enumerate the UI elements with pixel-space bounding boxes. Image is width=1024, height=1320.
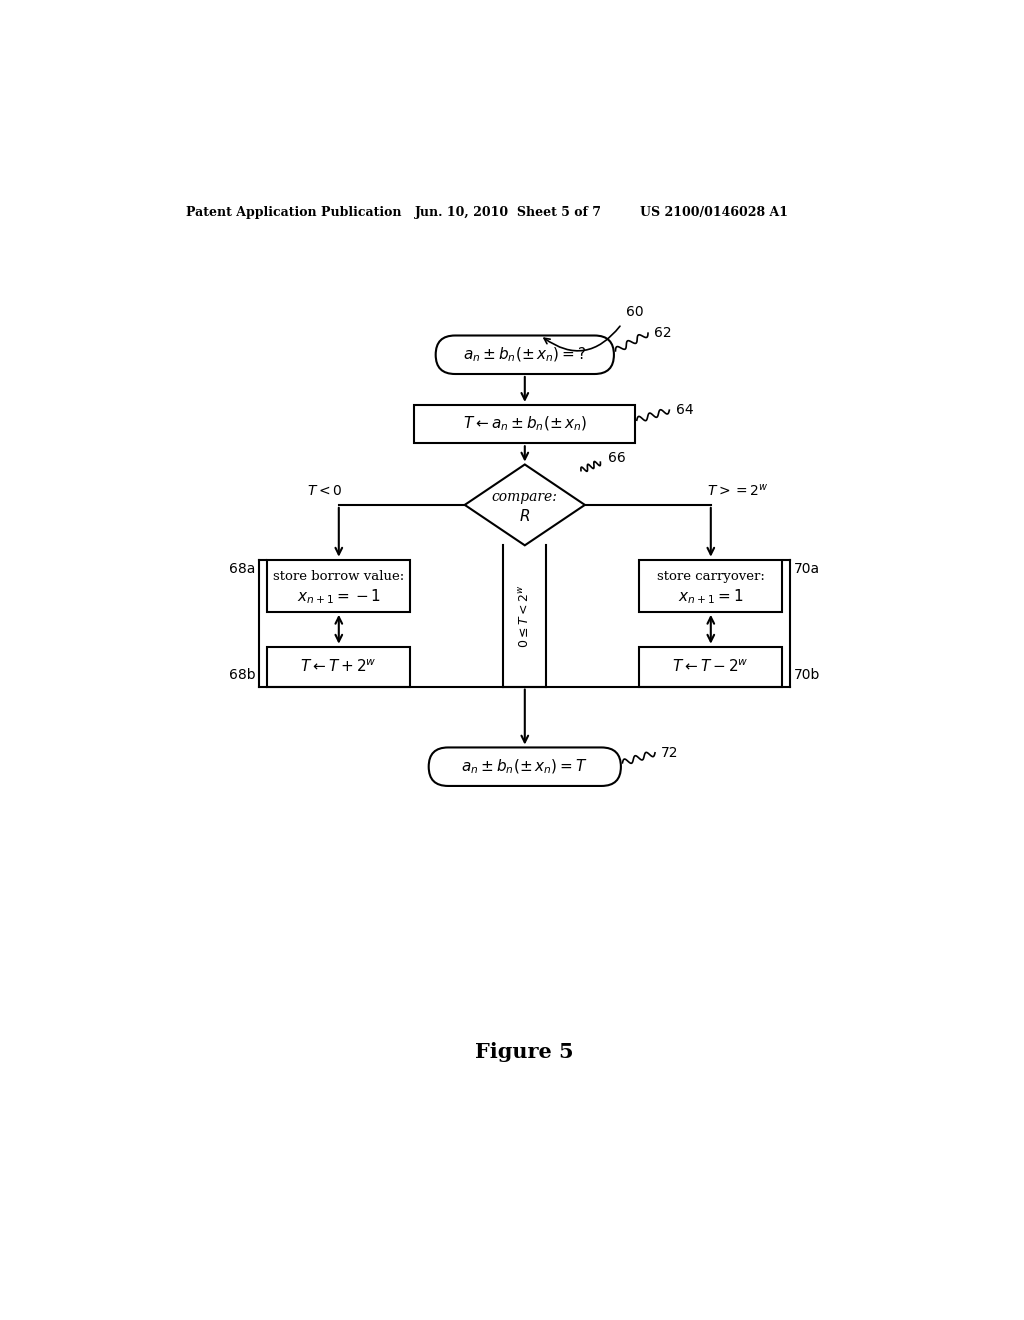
Text: 62: 62 bbox=[654, 326, 672, 341]
Text: Jun. 10, 2010  Sheet 5 of 7: Jun. 10, 2010 Sheet 5 of 7 bbox=[415, 206, 602, 219]
Text: store carryover:: store carryover: bbox=[656, 570, 765, 583]
Bar bbox=[639, 560, 782, 612]
Text: 64: 64 bbox=[676, 403, 693, 417]
Text: $a_n \pm b_n(\pm\, x_n) = ?$: $a_n \pm b_n(\pm\, x_n) = ?$ bbox=[463, 346, 587, 364]
Text: $T >= 2^w$: $T >= 2^w$ bbox=[707, 483, 768, 499]
FancyBboxPatch shape bbox=[429, 747, 621, 785]
Polygon shape bbox=[465, 465, 585, 545]
Text: 66: 66 bbox=[608, 451, 626, 466]
Text: $R$: $R$ bbox=[519, 508, 530, 524]
Text: $T \leftarrow T+2^w$: $T \leftarrow T+2^w$ bbox=[300, 659, 377, 675]
Text: 68a: 68a bbox=[229, 562, 255, 576]
Bar bbox=[267, 647, 411, 686]
Text: Patent Application Publication: Patent Application Publication bbox=[186, 206, 401, 219]
Text: 70b: 70b bbox=[795, 668, 820, 682]
Text: 60: 60 bbox=[626, 305, 643, 319]
Text: $a_n \pm b_n(\pm\, x_n) = T$: $a_n \pm b_n(\pm\, x_n) = T$ bbox=[462, 758, 588, 776]
Text: $x_{n+1} = -1$: $x_{n+1} = -1$ bbox=[297, 587, 381, 606]
FancyBboxPatch shape bbox=[435, 335, 614, 374]
Text: US 2100/0146028 A1: US 2100/0146028 A1 bbox=[640, 206, 787, 219]
Text: compare:: compare: bbox=[492, 490, 558, 504]
Text: $T \leftarrow T-2^w$: $T \leftarrow T-2^w$ bbox=[673, 659, 750, 675]
Text: $x_{n+1} = 1$: $x_{n+1} = 1$ bbox=[678, 587, 743, 606]
Text: $T < 0$: $T < 0$ bbox=[307, 484, 343, 498]
Text: 68b: 68b bbox=[228, 668, 255, 682]
Text: store borrow value:: store borrow value: bbox=[273, 570, 404, 583]
Text: 72: 72 bbox=[662, 746, 679, 760]
Bar bbox=[639, 647, 782, 686]
Text: Figure 5: Figure 5 bbox=[475, 1041, 574, 1061]
Bar bbox=[415, 405, 635, 444]
Text: $0 \leq T < 2^w$: $0 \leq T < 2^w$ bbox=[518, 585, 531, 648]
Bar bbox=[267, 560, 411, 612]
Text: $T \leftarrow a_n \pm b_n(\pm\, x_n)$: $T \leftarrow a_n \pm b_n(\pm\, x_n)$ bbox=[463, 414, 587, 433]
Text: 70a: 70a bbox=[795, 562, 820, 576]
